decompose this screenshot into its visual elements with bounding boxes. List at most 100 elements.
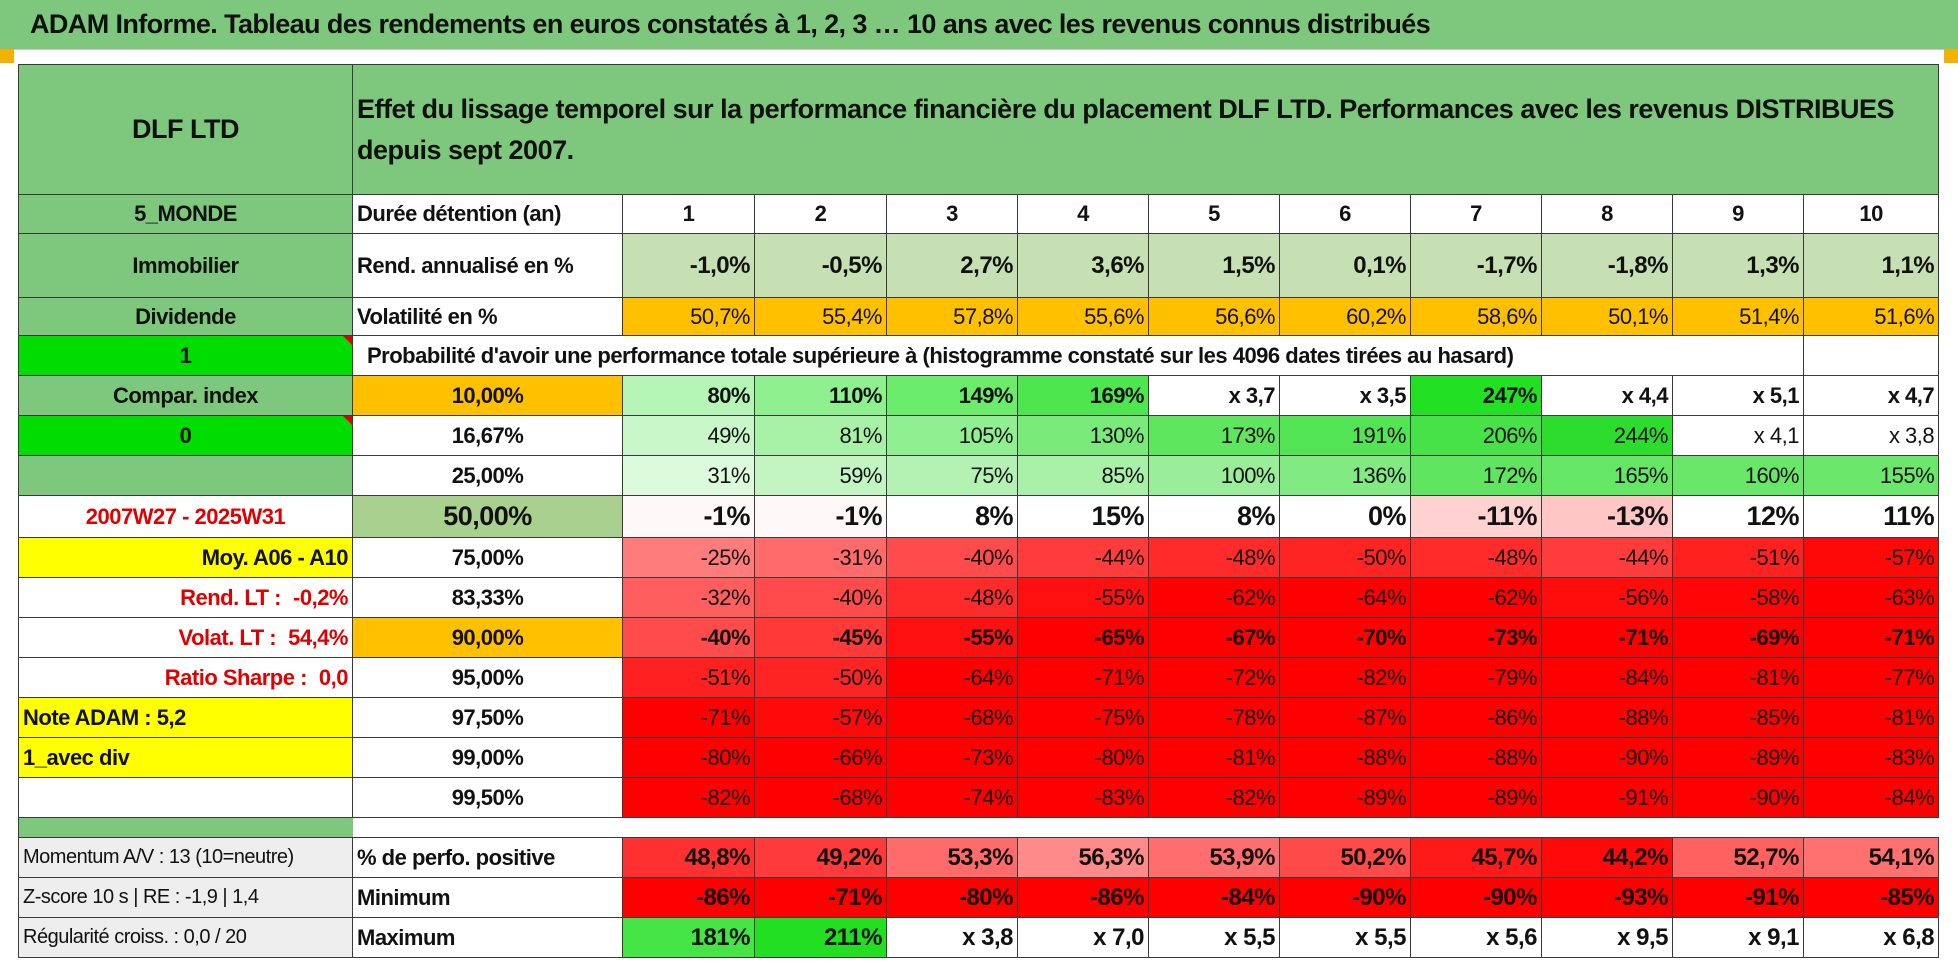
proba-value: x 4,1 bbox=[1672, 415, 1804, 456]
proba-row: 99,50% -82% -68% -74% -83% -82% -89% -89% -91% -9… bbox=[18, 777, 1940, 818]
positive-value: 54,1% bbox=[1802, 837, 1940, 878]
year-6: 6 bbox=[1279, 194, 1411, 234]
proba-value: -13% bbox=[1541, 495, 1673, 538]
rend-value: -1,7% bbox=[1410, 233, 1542, 298]
maximum-value: x 9,1 bbox=[1672, 917, 1804, 958]
proba-value: 11% bbox=[1802, 495, 1940, 538]
proba-value: 8% bbox=[1148, 495, 1280, 538]
sharpe-value: 0,0 bbox=[318, 664, 349, 690]
rend-label: Rend. annualisé en % bbox=[352, 233, 623, 298]
proba-value: -48% bbox=[886, 577, 1018, 618]
proba-value: 8% bbox=[886, 495, 1018, 538]
rend-value: 1,1% bbox=[1802, 233, 1940, 298]
proba-value: -82% bbox=[1279, 657, 1411, 698]
vol-value: 56,6% bbox=[1148, 297, 1280, 336]
proba-value: 149% bbox=[886, 375, 1018, 416]
maximum-value: x 6,8 bbox=[1802, 917, 1940, 958]
proba-value: -73% bbox=[886, 737, 1018, 778]
proba-value: -69% bbox=[1672, 617, 1804, 658]
vol-value: 55,4% bbox=[754, 297, 887, 336]
proba-value: -88% bbox=[1541, 697, 1673, 738]
proba-row: Volat. LT :54,4% 90,00% -40% -45% -55% -65% -6… bbox=[18, 617, 1940, 658]
positive-value: 48,8% bbox=[622, 837, 755, 878]
threshold-pct: 75,00% bbox=[352, 537, 623, 578]
proba-value: -80% bbox=[1017, 737, 1149, 778]
proba-value: -32% bbox=[622, 577, 755, 618]
proba-value: 136% bbox=[1279, 455, 1411, 496]
proba-row: Compar. index 10,00% 80% 110% 149% 169% x 3,7 x… bbox=[18, 375, 1940, 416]
proba-value: -48% bbox=[1148, 537, 1280, 578]
proba-value: -84% bbox=[1541, 657, 1673, 698]
proba-value: x 3,5 bbox=[1279, 375, 1411, 416]
proba-row: Rend. LT : -0,2% 83,33% -32% -40% -48% -55% -62… bbox=[18, 577, 1940, 618]
separator-green bbox=[18, 817, 353, 838]
rend-value: -0,5% bbox=[754, 233, 887, 298]
flag-2-text: 0 bbox=[179, 422, 192, 448]
proba-value: -82% bbox=[1148, 777, 1280, 818]
maximum-value: x 3,8 bbox=[886, 917, 1018, 958]
proba-value: x 4,7 bbox=[1802, 375, 1940, 416]
volat-lt: Volat. LT : 54,4% bbox=[18, 617, 353, 658]
minimum-value: -84% bbox=[1148, 877, 1280, 918]
threshold-pct: 97,50% bbox=[352, 697, 623, 738]
momentum-label: Momentum A/V : 13 (10=neutre) bbox=[18, 837, 353, 878]
proba-value: -85% bbox=[1672, 697, 1804, 738]
distribution-label: Dividende bbox=[18, 297, 353, 336]
maximum-value: x 7,0 bbox=[1017, 917, 1149, 958]
minimum-value: -71% bbox=[754, 877, 887, 918]
maximum-value: x 9,5 bbox=[1541, 917, 1673, 958]
proba-value: -88% bbox=[1410, 737, 1542, 778]
regularite-label: Régularité croiss. : 0,0 / 20 bbox=[18, 917, 353, 958]
threshold-pct: 90,00% bbox=[352, 617, 623, 658]
period-label-text: 2007W27 - 2025W31 bbox=[85, 503, 286, 529]
proba-value: 12% bbox=[1672, 495, 1804, 538]
proba-value: 49% bbox=[622, 415, 755, 456]
proba-title: Probabilité d'avoir une performance tota… bbox=[352, 335, 1673, 376]
proba-value: -67% bbox=[1148, 617, 1280, 658]
proba-value: -64% bbox=[1279, 577, 1411, 618]
threshold-pct: 10,00% bbox=[352, 375, 623, 416]
proba-value: -87% bbox=[1279, 697, 1411, 738]
proba-value: -70% bbox=[1279, 617, 1411, 658]
side-empty bbox=[18, 777, 353, 818]
proba-value: -40% bbox=[886, 537, 1018, 578]
threshold-pct: 83,33% bbox=[352, 577, 623, 618]
threshold-pct: 50,00% bbox=[352, 495, 623, 538]
vol-value: 55,6% bbox=[1017, 297, 1149, 336]
maximum-value: x 5,6 bbox=[1410, 917, 1542, 958]
year-1: 1 bbox=[622, 194, 755, 234]
comment-marker bbox=[343, 336, 352, 345]
moy-label-text: Moy. A06 - A10 bbox=[201, 544, 349, 570]
proba-value: 100% bbox=[1148, 455, 1280, 496]
proba-value: 169% bbox=[1017, 375, 1149, 416]
proba-value: -84% bbox=[1802, 777, 1940, 818]
flag-1: 1 bbox=[18, 335, 353, 376]
minimum-value: -90% bbox=[1279, 877, 1411, 918]
separator-row bbox=[18, 817, 1939, 838]
mode-label-text: 1_avec div bbox=[23, 744, 130, 770]
proba-value: -55% bbox=[886, 617, 1018, 658]
proba-value: -50% bbox=[1279, 537, 1411, 578]
proba-value: -77% bbox=[1802, 657, 1940, 698]
proba-row: Moy. A06 - A10 75,00% -25% -31% -40% -44% -48%… bbox=[18, 537, 1940, 578]
year-8: 8 bbox=[1541, 194, 1673, 234]
proba-value: 81% bbox=[754, 415, 887, 456]
year-10: 10 bbox=[1802, 194, 1940, 234]
proba-value: -45% bbox=[754, 617, 887, 658]
year-4: 4 bbox=[1017, 194, 1149, 234]
proba-value: -31% bbox=[754, 537, 887, 578]
proba-value: -1% bbox=[754, 495, 887, 538]
proba-value: -57% bbox=[754, 697, 887, 738]
category-label: 5_MONDE bbox=[18, 194, 353, 234]
duree-label: Durée détention (an) bbox=[352, 194, 623, 234]
proba-value: -74% bbox=[886, 777, 1018, 818]
proba-value: -83% bbox=[1017, 777, 1149, 818]
proba-value: -44% bbox=[1017, 537, 1149, 578]
stats-row: Régularité croiss. : 0,0 / 20 Maximum 181%… bbox=[18, 917, 1940, 958]
rend-value: 0,1% bbox=[1279, 233, 1411, 298]
proba-value: -71% bbox=[1802, 617, 1940, 658]
proba-value: -57% bbox=[1802, 537, 1940, 578]
positive-value: 45,7% bbox=[1410, 837, 1542, 878]
minimum-label: Minimum bbox=[352, 877, 623, 918]
proba-value: 155% bbox=[1802, 455, 1940, 496]
